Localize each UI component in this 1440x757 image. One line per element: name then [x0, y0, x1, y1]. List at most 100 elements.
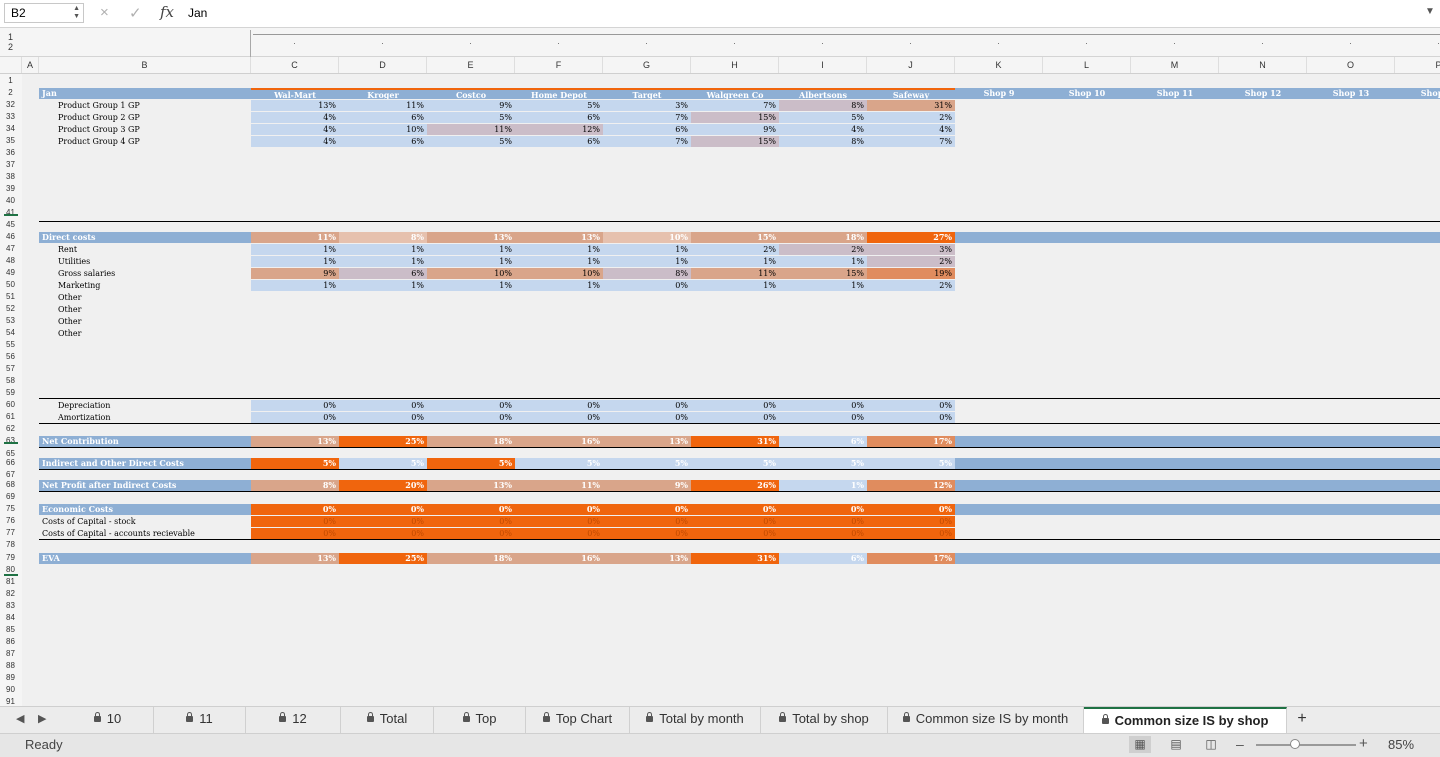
- zoom-slider-thumb[interactable]: [1290, 739, 1300, 749]
- value-cell[interactable]: 18%: [427, 553, 515, 564]
- row-header-89[interactable]: 89: [6, 673, 15, 682]
- value-cell[interactable]: 0%: [867, 516, 955, 527]
- row-header-41[interactable]: 41: [6, 208, 15, 217]
- outline-dot[interactable]: ·: [733, 38, 736, 48]
- value-cell[interactable]: 1%: [691, 256, 779, 267]
- value-cell[interactable]: 0%: [691, 412, 779, 423]
- row-header-47[interactable]: 47: [6, 244, 15, 253]
- value-cell[interactable]: 11%: [251, 232, 339, 243]
- value-cell[interactable]: 7%: [867, 136, 955, 147]
- row-header-52[interactable]: 52: [6, 304, 15, 313]
- row-header-48[interactable]: 48: [6, 256, 15, 265]
- value-cell[interactable]: 0%: [603, 516, 691, 527]
- value-cell[interactable]: 31%: [691, 436, 779, 447]
- row-header-79[interactable]: 79: [6, 553, 15, 562]
- column-header-n[interactable]: N: [1219, 57, 1307, 73]
- value-cell[interactable]: 0%: [251, 412, 339, 423]
- column-header-o[interactable]: O: [1307, 57, 1395, 73]
- value-cell[interactable]: 5%: [427, 136, 515, 147]
- row-header-60[interactable]: 60: [6, 400, 15, 409]
- value-cell[interactable]: 0%: [867, 400, 955, 411]
- row-header-87[interactable]: 87: [6, 649, 15, 658]
- value-cell[interactable]: 0%: [779, 400, 867, 411]
- name-box-stepper-icon[interactable]: ▲ ▼: [73, 5, 80, 20]
- value-cell[interactable]: 16%: [515, 553, 603, 564]
- value-cell[interactable]: 1%: [515, 244, 603, 255]
- value-cell[interactable]: 17%: [867, 436, 955, 447]
- value-cell[interactable]: 3%: [867, 244, 955, 255]
- value-cell[interactable]: 8%: [251, 480, 339, 491]
- shop-header[interactable]: Shop 14: [1420, 88, 1440, 98]
- row-header-91[interactable]: 91: [6, 697, 15, 706]
- value-cell[interactable]: 13%: [427, 232, 515, 243]
- value-cell[interactable]: 1%: [427, 256, 515, 267]
- value-cell[interactable]: 0%: [603, 528, 691, 539]
- row-header-82[interactable]: 82: [6, 589, 15, 598]
- value-cell[interactable]: 0%: [515, 516, 603, 527]
- value-cell[interactable]: 25%: [339, 553, 427, 564]
- row-header-49[interactable]: 49: [6, 268, 15, 277]
- row-header-62[interactable]: 62: [6, 424, 15, 433]
- cancel-icon[interactable]: ×: [100, 4, 109, 21]
- value-cell[interactable]: 5%: [251, 458, 339, 469]
- value-cell[interactable]: 6%: [515, 112, 603, 123]
- row-header-55[interactable]: 55: [6, 340, 15, 349]
- value-cell[interactable]: 15%: [691, 232, 779, 243]
- value-cell[interactable]: 4%: [867, 124, 955, 135]
- value-cell[interactable]: 16%: [515, 436, 603, 447]
- row-header-57[interactable]: 57: [6, 364, 15, 373]
- outline-dot[interactable]: ·: [821, 38, 824, 48]
- value-cell[interactable]: 19%: [867, 268, 955, 279]
- shop-header[interactable]: Shop 11: [1156, 88, 1194, 98]
- value-cell[interactable]: 6%: [779, 553, 867, 564]
- value-cell[interactable]: 1%: [427, 244, 515, 255]
- outline-dot[interactable]: ·: [997, 38, 1000, 48]
- row-header-85[interactable]: 85: [6, 625, 15, 634]
- value-cell[interactable]: 11%: [515, 480, 603, 491]
- row-header-68[interactable]: 68: [6, 480, 15, 489]
- column-header-p[interactable]: P: [1395, 57, 1440, 73]
- value-cell[interactable]: 1%: [251, 256, 339, 267]
- value-cell[interactable]: 6%: [515, 136, 603, 147]
- value-cell[interactable]: 5%: [339, 458, 427, 469]
- value-cell[interactable]: 0%: [339, 504, 427, 515]
- value-cell[interactable]: 1%: [779, 256, 867, 267]
- shop-header[interactable]: Shop 9: [983, 88, 1015, 98]
- row-header-2[interactable]: 2: [8, 88, 13, 97]
- row-header-37[interactable]: 37: [6, 160, 15, 169]
- value-cell[interactable]: 0%: [515, 528, 603, 539]
- outline-collapse-marker[interactable]: [4, 442, 18, 444]
- shop-header[interactable]: Safeway: [867, 88, 955, 99]
- row-header-36[interactable]: 36: [6, 148, 15, 157]
- value-cell[interactable]: 4%: [251, 124, 339, 135]
- outline-dot[interactable]: ·: [1173, 38, 1176, 48]
- formula-input[interactable]: Jan: [188, 6, 208, 20]
- value-cell[interactable]: 31%: [691, 553, 779, 564]
- value-cell[interactable]: 5%: [779, 458, 867, 469]
- outline-collapse-marker[interactable]: [4, 214, 18, 216]
- value-cell[interactable]: 1%: [251, 244, 339, 255]
- value-cell[interactable]: 18%: [427, 436, 515, 447]
- value-cell[interactable]: 0%: [867, 504, 955, 515]
- value-cell[interactable]: 0%: [779, 516, 867, 527]
- value-cell[interactable]: 15%: [779, 268, 867, 279]
- value-cell[interactable]: 15%: [691, 112, 779, 123]
- value-cell[interactable]: 2%: [691, 244, 779, 255]
- row-header-86[interactable]: 86: [6, 637, 15, 646]
- column-header-j[interactable]: J: [867, 57, 955, 73]
- row-header-40[interactable]: 40: [6, 196, 15, 205]
- value-cell[interactable]: 31%: [867, 100, 955, 111]
- value-cell[interactable]: 11%: [691, 268, 779, 279]
- value-cell[interactable]: 0%: [339, 412, 427, 423]
- sheet-tab[interactable]: Total by month: [630, 707, 761, 733]
- value-cell[interactable]: 0%: [603, 504, 691, 515]
- value-cell[interactable]: 0%: [867, 528, 955, 539]
- row-header-61[interactable]: 61: [6, 412, 15, 421]
- value-cell[interactable]: 18%: [779, 232, 867, 243]
- select-all-corner[interactable]: [0, 57, 22, 73]
- value-cell[interactable]: 11%: [339, 100, 427, 111]
- value-cell[interactable]: 0%: [427, 400, 515, 411]
- value-cell[interactable]: 1%: [339, 244, 427, 255]
- value-cell[interactable]: 8%: [603, 268, 691, 279]
- outline-dot[interactable]: ·: [1437, 38, 1440, 48]
